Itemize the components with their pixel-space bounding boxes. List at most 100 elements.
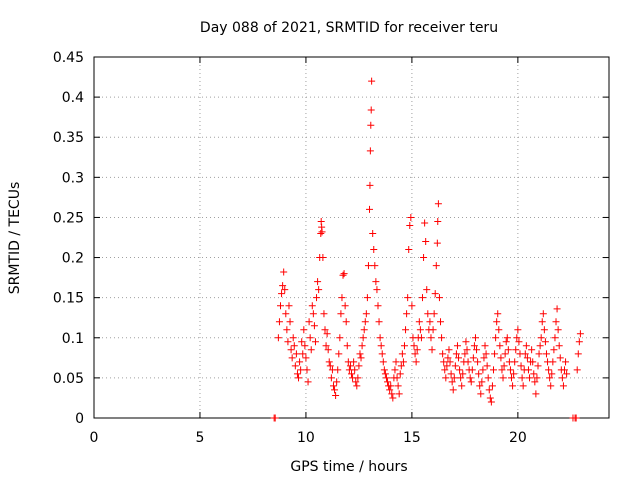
data-point	[284, 338, 292, 346]
data-point	[370, 246, 378, 254]
data-point	[523, 354, 531, 362]
data-point	[293, 370, 301, 378]
y-tick-label: 0	[75, 411, 84, 427]
data-point	[552, 318, 560, 326]
data-point	[366, 205, 374, 213]
data-point	[346, 362, 354, 370]
data-point	[522, 342, 530, 350]
y-tick-label: 0.05	[53, 371, 84, 387]
data-point	[374, 302, 382, 310]
data-point	[515, 338, 523, 346]
data-point	[334, 366, 342, 374]
data-point	[321, 326, 329, 334]
data-point	[533, 374, 541, 382]
data-point	[528, 346, 536, 354]
data-point	[517, 362, 525, 370]
data-point	[548, 370, 556, 378]
data-point	[413, 346, 421, 354]
chart-title: Day 088 of 2021, SRMTID for receiver ter…	[200, 20, 498, 36]
data-point	[481, 342, 489, 350]
data-point	[278, 290, 286, 298]
data-point	[322, 342, 330, 350]
data-point	[398, 350, 406, 358]
data-point	[480, 354, 488, 362]
data-point	[448, 378, 456, 386]
data-point	[431, 290, 439, 298]
data-point	[550, 346, 558, 354]
data-point	[429, 326, 437, 334]
data-point	[277, 302, 285, 310]
data-point	[375, 318, 383, 326]
data-point	[418, 294, 426, 302]
data-point	[426, 318, 434, 326]
data-point	[443, 362, 451, 370]
data-point	[521, 350, 529, 358]
data-point	[303, 366, 311, 374]
data-point	[363, 294, 371, 302]
data-point	[343, 342, 351, 350]
data-point	[361, 318, 369, 326]
y-tick-label: 0.4	[62, 90, 84, 106]
data-point	[558, 374, 566, 382]
data-point	[420, 254, 428, 262]
data-point	[394, 382, 402, 390]
data-point	[440, 358, 448, 366]
data-point	[468, 366, 476, 374]
data-point	[442, 374, 450, 382]
data-point	[562, 358, 570, 366]
data-point	[299, 350, 307, 358]
data-point	[281, 286, 289, 294]
data-point	[318, 228, 326, 236]
data-point	[408, 302, 416, 310]
data-point	[444, 354, 452, 362]
data-point	[551, 334, 559, 342]
x-axis-ticks: 0 5 10 15 20	[90, 57, 527, 446]
data-point	[325, 358, 333, 366]
data-point	[285, 302, 293, 310]
data-point	[410, 342, 418, 350]
data-point	[487, 398, 495, 406]
data-point	[396, 370, 404, 378]
data-point	[493, 318, 501, 326]
data-point	[290, 342, 298, 350]
x-axis-label: GPS time / hours	[290, 459, 407, 475]
y-tick-label: 0.2	[62, 251, 84, 267]
data-point	[434, 217, 442, 225]
data-point	[336, 334, 344, 342]
data-point	[547, 382, 555, 390]
data-point	[342, 318, 350, 326]
data-point	[338, 294, 346, 302]
data-point	[439, 350, 447, 358]
data-point	[535, 350, 543, 358]
data-point	[506, 366, 514, 374]
y-tick-label: 0.15	[53, 291, 84, 307]
data-point	[348, 370, 355, 378]
data-point	[412, 358, 420, 366]
data-point	[373, 286, 381, 294]
data-point	[329, 382, 337, 390]
data-point	[479, 366, 487, 374]
data-point	[362, 310, 370, 318]
data-point	[435, 294, 443, 302]
data-point	[546, 374, 554, 382]
data-point	[495, 326, 503, 334]
data-point	[538, 318, 546, 326]
data-point	[432, 262, 440, 270]
data-point	[391, 366, 399, 374]
data-point	[449, 386, 457, 394]
data-point	[292, 350, 300, 358]
x-tick-label: 10	[297, 430, 315, 446]
data-point	[509, 382, 517, 390]
data-point	[366, 181, 374, 189]
data-point	[357, 354, 365, 362]
y-tick-label: 0.3	[62, 170, 84, 186]
data-point	[477, 390, 485, 398]
data-point	[508, 374, 516, 382]
data-point	[476, 382, 484, 390]
data-point	[315, 286, 323, 294]
data-point	[353, 382, 361, 390]
data-point	[333, 378, 341, 386]
data-point	[496, 342, 504, 350]
data-point	[503, 334, 511, 342]
